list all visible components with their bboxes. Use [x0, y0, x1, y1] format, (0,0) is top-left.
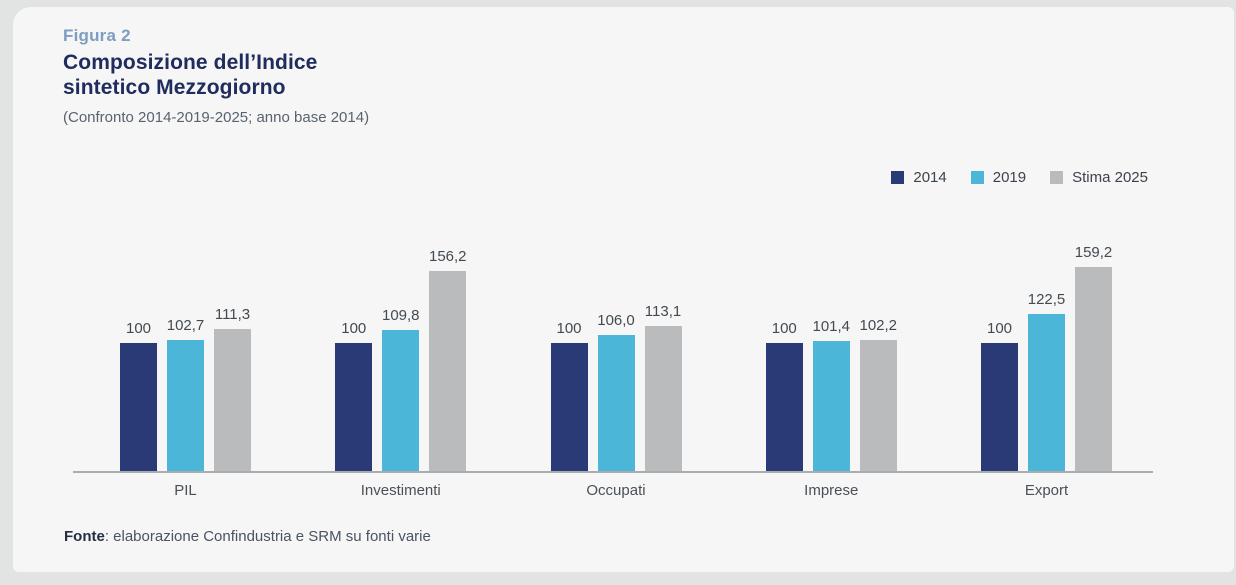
- category-label-pil: PIL: [174, 482, 197, 499]
- bar-value-label: 159,2: [1074, 244, 1113, 261]
- bar-stima-2025-export: 159,2: [1075, 244, 1112, 471]
- legend-swatch-icon: [1050, 171, 1064, 184]
- bar-2019-export: 122,5: [1028, 291, 1065, 471]
- bar-value-label: 100: [341, 320, 367, 337]
- figure-title: Composizione dell’Indice sintetico Mezzo…: [63, 51, 318, 99]
- chart-legend: 2014 2019 Stima 2025: [891, 169, 1148, 186]
- bar-value-label: 106,0: [597, 312, 635, 329]
- legend-label: 2014: [913, 169, 947, 186]
- bar-value-label: 100: [771, 320, 797, 337]
- figure-number-label: Figura 2: [63, 26, 131, 45]
- legend-swatch-icon: [891, 171, 905, 184]
- bar-2014-export: 100: [981, 320, 1018, 471]
- bar-2019-pil: 102,7: [167, 317, 204, 471]
- legend-label: Stima 2025: [1072, 169, 1148, 186]
- legend-item-2019: 2019: [970, 169, 1027, 186]
- figure-header: Figura 2 Composizione dell’Indice sintet…: [63, 26, 369, 126]
- bar-2019-imprese: 101,4: [812, 318, 850, 471]
- bar-group-investimenti: 100 109,8 156,2 Investimenti: [335, 220, 467, 499]
- bar-2019-investimenti: 109,8: [382, 307, 420, 471]
- figure-card: [13, 7, 1234, 572]
- bar-2014-occupati: 100: [550, 320, 588, 471]
- category-label-export: Export: [1024, 482, 1069, 499]
- bar-2014-pil: 100: [120, 320, 157, 471]
- bar-stima-2025-investimenti: 156,2: [429, 248, 467, 471]
- bar-value-label: 156,2: [428, 248, 467, 265]
- bar-value-label: 100: [986, 320, 1013, 337]
- category-label-occupati: Occupati: [586, 482, 646, 499]
- source-note-text: : elaborazione Confindustria e SRM su fo…: [104, 528, 431, 545]
- bar-value-label: 113,1: [644, 303, 682, 320]
- legend-item-stima-2025: Stima 2025: [1050, 169, 1148, 186]
- bar-group-pil: 100 102,7 111,3 PIL: [120, 220, 251, 499]
- bar-2019-occupati: 106,0: [597, 312, 635, 471]
- legend-item-2014: 2014: [891, 169, 947, 186]
- bar-value-label: 102,7: [166, 317, 205, 334]
- bar-value-label: 102,2: [859, 317, 898, 334]
- bar-group-imprese: 100 101,4 102,2 Imprese: [765, 220, 897, 499]
- figure-subtitle: (Confronto 2014-2019-2025; anno base 201…: [63, 109, 370, 126]
- source-note-label: Fonte: [64, 528, 105, 545]
- bar-value-label: 122,5: [1027, 291, 1066, 308]
- bar-2014-investimenti: 100: [335, 320, 373, 471]
- bar-2014-imprese: 100: [765, 320, 803, 471]
- bar-group-occupati: 100 106,0 113,1 Occupati: [550, 220, 682, 499]
- bar-value-label: 100: [556, 320, 582, 337]
- legend-label: 2019: [992, 169, 1027, 186]
- legend-swatch-icon: [970, 171, 984, 184]
- bar-group-export: 100 122,5 159,2 Export: [981, 220, 1112, 499]
- category-label-imprese: Imprese: [804, 482, 859, 499]
- bar-value-label: 111,3: [214, 306, 251, 323]
- bar-stima-2025-occupati: 113,1: [644, 303, 682, 471]
- bar-stima-2025-pil: 111,3: [214, 306, 251, 471]
- bar-stima-2025-imprese: 102,2: [859, 317, 897, 471]
- bar-value-label: 101,4: [812, 318, 851, 335]
- category-label-investimenti: Investimenti: [360, 482, 441, 499]
- bar-value-label: 109,8: [381, 307, 420, 324]
- bar-value-label: 100: [125, 320, 152, 337]
- source-note: Fonte: elaborazione Confindustria e SRM …: [64, 528, 431, 545]
- bar-chart-plot-area: 100 102,7 111,3 PIL 100 109,8 156,2 Investiment…: [73, 220, 1153, 499]
